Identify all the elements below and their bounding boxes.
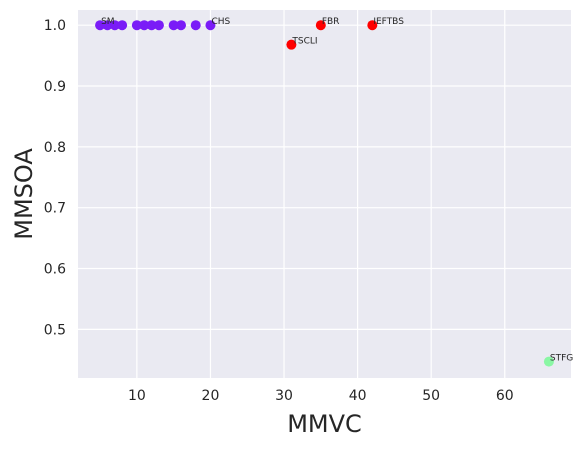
y-tick-label: 0.6 xyxy=(44,262,66,278)
point-labels: SM CHS TSCLI FBR IEFTBS STFG xyxy=(101,17,573,363)
point-label: TSCLI xyxy=(291,37,317,47)
scatter-point xyxy=(139,20,150,31)
scatter-point xyxy=(102,20,113,31)
scatter-point xyxy=(367,20,378,31)
point-label: STFG xyxy=(550,354,573,364)
scatter-point xyxy=(543,356,554,367)
y-tick-label: 0.8 xyxy=(44,140,66,156)
plot-area xyxy=(78,10,571,378)
scatter-point xyxy=(146,20,157,31)
tick-labels: 10 20 30 40 50 60 0.5 0.6 0.7 0.8 0.9 1.0 xyxy=(44,18,514,404)
x-tick-label: 40 xyxy=(349,388,367,404)
scatter-point xyxy=(176,20,187,31)
scatter-point xyxy=(168,20,179,31)
y-axis-title: MMSOA xyxy=(10,148,38,240)
scatter-point xyxy=(286,39,297,50)
scatter-point xyxy=(117,20,128,31)
scatter-point xyxy=(205,20,216,31)
y-tick-label: 1.0 xyxy=(44,18,66,34)
x-tick-label: 10 xyxy=(128,388,146,404)
scatter-point xyxy=(131,20,142,31)
data-points xyxy=(95,20,554,367)
y-tick-label: 0.9 xyxy=(44,79,66,95)
x-tick-label: 20 xyxy=(202,388,220,404)
point-label: SM xyxy=(101,17,114,27)
scatter-point xyxy=(190,20,201,31)
scatter-point xyxy=(95,20,106,31)
y-tick-label: 0.7 xyxy=(44,201,66,217)
x-tick-label: 50 xyxy=(422,388,440,404)
point-label: IEFTBS xyxy=(373,17,404,27)
x-tick-label: 60 xyxy=(496,388,514,404)
x-axis-title: MMVC xyxy=(287,410,362,438)
scatter-point xyxy=(109,20,120,31)
scatter-point xyxy=(315,20,326,31)
scatter-point xyxy=(153,20,164,31)
y-tick-label: 0.5 xyxy=(44,322,66,338)
x-tick-label: 30 xyxy=(275,388,293,404)
point-label: FBR xyxy=(322,17,340,27)
point-label: CHS xyxy=(211,17,230,27)
